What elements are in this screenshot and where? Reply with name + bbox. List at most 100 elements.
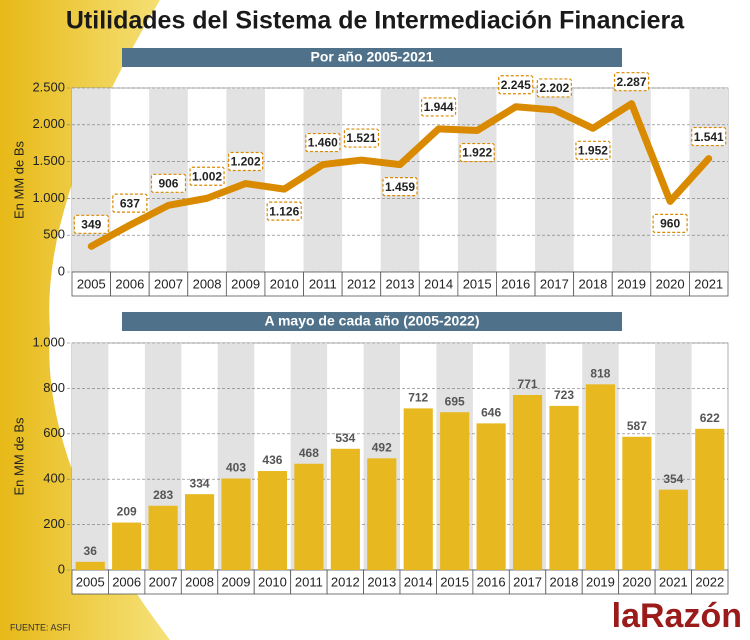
value-label: 1.944 [424,100,454,114]
column-stripe [72,343,109,570]
category-cell [110,271,150,297]
page-title: Utilidades del Sistema de Intermediación… [66,7,685,35]
x-tick-label: 2018 [550,574,579,589]
value-label-box [613,72,650,92]
category-cell [573,271,613,297]
x-tick-label: 2021 [694,276,723,291]
value-label: 1.460 [308,136,338,150]
value-label: 818 [590,366,610,380]
y-tick-label: 0 [58,263,65,278]
y-tick-label: 1.000 [32,190,65,205]
value-label: 1.202 [231,155,261,169]
bar [476,423,506,570]
bar [549,405,579,570]
value-label: 36 [84,544,98,558]
value-label: 646 [481,406,501,420]
category-cell [691,569,729,595]
x-tick-label: 2005 [77,276,106,291]
category-cell [534,271,575,297]
x-tick-label: 2006 [112,574,141,589]
value-label-box [691,126,727,147]
y-tick-label: 200 [43,516,65,531]
category-cell [581,569,620,595]
y-axis-label: En MM de Bs [11,417,26,496]
value-label: 468 [299,446,319,460]
x-tick-label: 2010 [270,276,299,291]
x-tick-label: 2020 [656,276,685,291]
bar [330,448,360,570]
y-tick-label: 0 [58,561,65,576]
column-stripe [303,88,343,272]
value-label: 349 [81,217,101,231]
bar [257,471,288,570]
subtitle: A mayo de cada año (2005-2022) [264,313,479,329]
category-cell [545,569,583,595]
category-cell [180,569,219,595]
value-label: 403 [226,461,246,475]
category-cell [472,569,510,595]
bar [622,436,652,570]
x-tick-label: 2012 [347,276,376,291]
bar [658,489,688,570]
x-tick-label: 2008 [193,276,222,291]
value-label-box [498,75,534,95]
x-tick-label: 2019 [617,276,646,291]
x-tick-label: 2006 [115,276,144,291]
value-label: 712 [408,391,428,405]
x-tick-label: 2007 [149,574,178,589]
category-cell [187,271,227,297]
logo: laRazón [612,597,742,635]
bar [75,561,105,570]
x-tick-label: 2020 [622,574,651,589]
bar [440,412,470,570]
value-label-box [382,177,418,197]
bar [585,384,616,570]
y-tick-label: 500 [43,227,65,242]
value-label-box [266,201,302,221]
value-label-box [150,173,187,193]
value-label-box [575,140,611,160]
value-label-box [536,78,572,98]
value-label: 1.922 [462,146,492,160]
value-label: 283 [153,488,173,502]
category-cell [418,271,459,297]
bar [294,463,324,570]
category-cell [508,569,547,595]
value-label: 2.202 [539,81,569,95]
bar [367,458,397,570]
value-label: 906 [158,176,178,190]
value-label-box [305,132,341,153]
value-label-box [652,213,688,233]
y-tick-label: 1.000 [32,334,65,349]
x-tick-label: 2015 [463,276,492,291]
bar [695,428,725,570]
column-stripe [226,88,265,272]
x-tick-label: 2022 [695,574,724,589]
value-label: 723 [554,388,574,402]
subtitle: Por año 2005-2021 [311,49,434,65]
column-stripe [457,88,497,272]
bar [512,394,543,570]
y-tick-label: 400 [43,471,65,486]
x-tick-label: 2019 [586,574,615,589]
x-tick-label: 2016 [477,574,506,589]
x-tick-label: 2012 [331,574,360,589]
category-cell [618,569,656,595]
y-tick-label: 600 [43,425,65,440]
category-cell [217,569,255,595]
category-cell [436,569,474,595]
value-label: 436 [262,453,282,467]
value-label: 1.126 [269,204,299,218]
column-stripe [689,88,728,272]
value-label: 622 [700,411,720,425]
category-cell [253,569,292,595]
x-tick-label: 2011 [295,574,323,589]
x-tick-label: 2015 [440,574,469,589]
x-tick-label: 2008 [185,574,214,589]
value-label: 534 [335,431,355,445]
value-label-box [189,166,225,186]
x-tick-label: 2005 [76,574,105,589]
category-cell [399,569,437,595]
value-label: 1.459 [385,180,415,194]
